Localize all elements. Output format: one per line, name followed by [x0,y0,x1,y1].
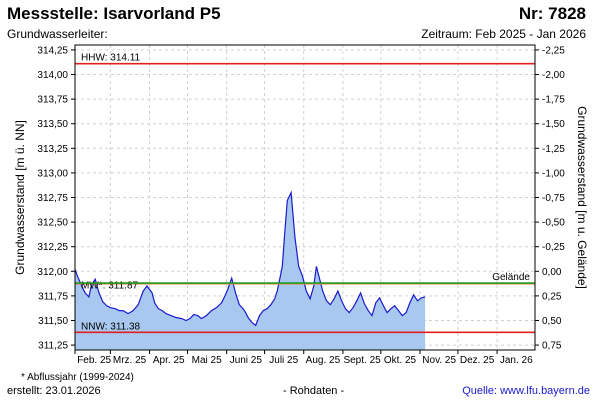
y2-tick-label: -0,75 [542,193,565,204]
aquifer-label: Grundwasserleiter: [7,27,108,41]
y-tick-label: 311,75 [38,291,68,302]
y-tick-label: 312,50 [37,218,68,229]
x-tick-label: Feb. 25 [77,355,111,366]
x-tick-label: Apr. 25 [153,355,185,366]
x-tick-label: Okt. 25 [384,355,417,366]
y-tick-label: 313,25 [37,144,68,155]
y2-tick-label: -2,25 [542,45,565,56]
y2-tick-label: -0,50 [542,218,565,229]
y-tick-label: 311,25 [38,341,68,352]
ref-label-gelaende: Gelände [492,272,530,283]
x-tick-label: Juni 25 [230,355,263,366]
ref-label-nnw: NNW: 311.38 [81,321,141,332]
y2-tick-label: -2,00 [542,70,565,81]
y-tick-label: 312,75 [37,193,68,204]
y-tick-label: 314,25 [37,45,68,56]
station-title: Messstelle: Isarvorland P5 [7,4,221,23]
y2-tick-label: -1,25 [542,144,565,155]
y-tick-label: 311,50 [38,316,68,327]
plot-frame [74,44,536,351]
y2-tick-label: 0,75 [542,341,562,352]
ref-label-mw: MW*: 311.87 [81,281,138,292]
y-tick-label: 312,00 [37,267,68,278]
series-line [74,190,426,327]
rawdata-label: - Rohdaten - [283,385,345,397]
source-link[interactable]: Quelle: www.lfu.bayern.de [462,385,590,397]
x-tick-label: Nov. 25 [422,355,456,366]
period-label: Zeitraum: Feb 2025 - Jan 2026 [421,27,586,41]
y-tick-label: 313,75 [37,95,68,106]
y2-tick-label: 0,25 [542,291,562,302]
station-number: Nr: 7828 [518,4,586,23]
y-tick-label: 313,00 [37,168,68,179]
x-tick-label: Mrz. 25 [113,355,147,366]
y2-axis-title: Grundwasserstand [m u. Gelände] [575,106,589,289]
x-tick-label: Jan. 26 [500,355,533,366]
x-tick-label: Mai 25 [192,355,222,366]
footnote: * Abflussjahr (1999-2024) [21,372,134,383]
x-tick-label: Juli 25 [269,355,298,366]
y2-tick-label: 0,00 [542,267,562,278]
series-area [75,192,426,350]
y-tick-label: 312,25 [37,242,68,253]
y-tick-label: 314,00 [37,70,68,81]
x-tick-label: Sept. 25 [343,355,381,366]
y-axis-title: Grundwasserstand [m ü. NN] [13,120,27,275]
x-tick-label: Aug. 25 [306,355,341,366]
y2-tick-label: -1,50 [542,119,565,130]
y2-tick-label: -1,00 [542,168,565,179]
x-tick-label: Dez. 25 [460,355,495,366]
y2-tick-label: -1,75 [542,95,565,106]
y-tick-label: 313,50 [37,119,68,130]
y2-tick-label: -0,25 [542,242,565,253]
ref-label-hhw: HHW: 314.11 [81,53,141,64]
created-date: erstellt: 23.01.2026 [7,385,101,397]
y2-tick-label: 0,50 [542,316,562,327]
